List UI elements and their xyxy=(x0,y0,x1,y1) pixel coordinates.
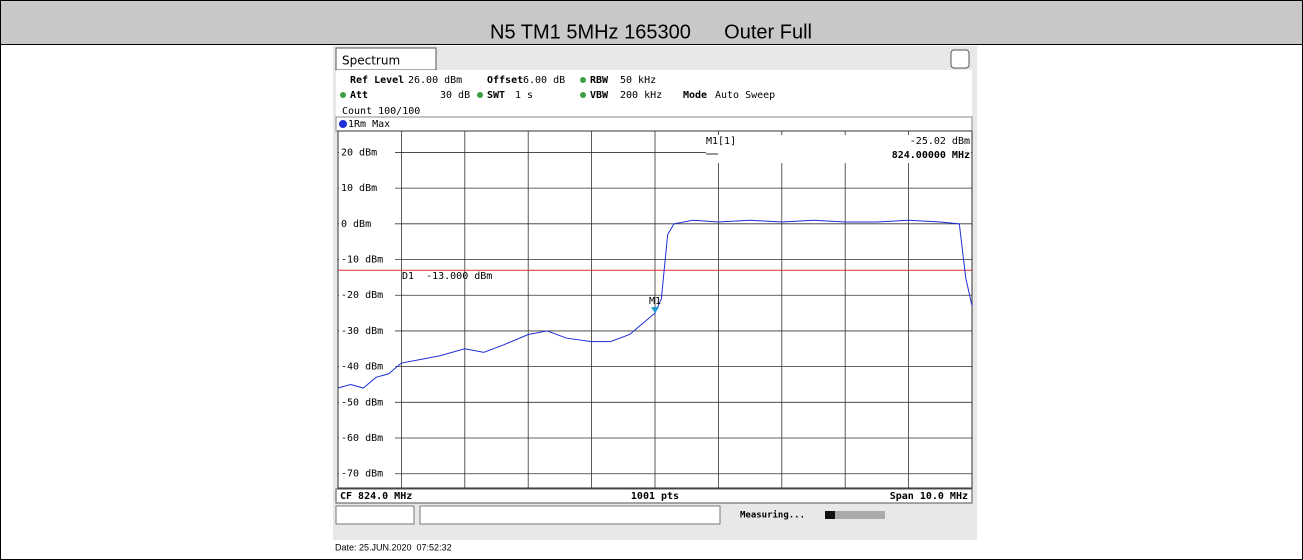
status-dot xyxy=(580,77,586,83)
marker-value: -25.02 dBm xyxy=(910,136,970,147)
footer-left: CF 824.0 MHz xyxy=(340,491,412,502)
setting-label: Ref Level xyxy=(350,75,404,86)
setting-value: 6.00 dB xyxy=(523,75,565,86)
progress-fill xyxy=(825,511,835,519)
trace-strip xyxy=(335,116,973,132)
setting-label: RBW xyxy=(590,75,609,86)
y-tick-label: -60 dBm xyxy=(341,433,383,444)
progress xyxy=(825,511,885,519)
settings-panel xyxy=(336,70,972,117)
trace-label: 1Rm Max xyxy=(348,119,390,130)
status-box xyxy=(335,505,415,525)
date: Date: 25.JUN.2020 07:52:32 xyxy=(335,542,452,552)
trace-dot xyxy=(339,120,347,128)
y-tick-label: -50 dBm xyxy=(341,397,383,408)
readout-bg xyxy=(706,135,971,163)
icon xyxy=(950,49,970,69)
header-bar xyxy=(0,0,1303,45)
tick-label-bg xyxy=(339,360,395,373)
status: Measuring... xyxy=(740,510,805,521)
setting-value: 50 kHz xyxy=(620,75,656,86)
tick-label-bg xyxy=(339,182,395,195)
tick-label-bg xyxy=(339,324,395,337)
status-box xyxy=(419,505,721,525)
display-line-label: D1 -13.000 dBm xyxy=(402,271,492,282)
setting-label: Mode xyxy=(683,90,707,101)
y-tick-label: -70 dBm xyxy=(341,469,383,480)
setting-value: 200 kHz xyxy=(620,90,662,101)
status-dot xyxy=(477,92,483,98)
status-dot xyxy=(580,92,586,98)
marker-x: 824.00000 MHz xyxy=(892,150,970,161)
tick-label-bg xyxy=(339,217,395,230)
setting-value: 26.00 dBm xyxy=(408,75,462,86)
count: Count 100/100 xyxy=(342,106,420,117)
marker-readout: M1[1] xyxy=(706,136,736,147)
y-tick-label: 20 dBm xyxy=(341,147,377,158)
setting-label: VBW xyxy=(590,90,609,101)
setting-label: Offset xyxy=(487,75,523,86)
tick-label-bg xyxy=(339,432,395,445)
y-tick-label: -30 dBm xyxy=(341,326,383,337)
y-tick-label: -20 dBm xyxy=(341,290,383,301)
trace xyxy=(337,219,973,389)
tick-label-bg xyxy=(339,253,395,266)
tick-label-bg xyxy=(339,146,395,159)
tick-label-bg xyxy=(339,289,395,302)
setting-label: SWT xyxy=(487,90,505,101)
footer-bar xyxy=(335,488,973,504)
tick-label-bg xyxy=(339,396,395,409)
status-dot xyxy=(340,92,346,98)
setting-value: 1 s xyxy=(515,90,533,101)
footer-right: Span 10.0 MHz xyxy=(890,491,968,502)
footer-center: 1001 pts xyxy=(631,491,679,502)
marker xyxy=(651,307,659,314)
y-tick-label: 10 dBm xyxy=(341,183,377,194)
setting-label: Att xyxy=(350,90,368,101)
tick-label-bg xyxy=(339,467,395,480)
marker-label: M1 xyxy=(649,296,661,307)
header-title: N5 TM1 5MHz 165300 Outer Full xyxy=(490,21,812,43)
setting-value: 30 dB xyxy=(440,90,470,101)
y-tick-label: -40 dBm xyxy=(341,362,383,373)
tab-label: Spectrum xyxy=(342,54,400,68)
setting-value: Auto Sweep xyxy=(715,90,775,101)
y-tick-label: 0 dBm xyxy=(341,219,371,230)
y-tick-label: -10 dBm xyxy=(341,255,383,266)
